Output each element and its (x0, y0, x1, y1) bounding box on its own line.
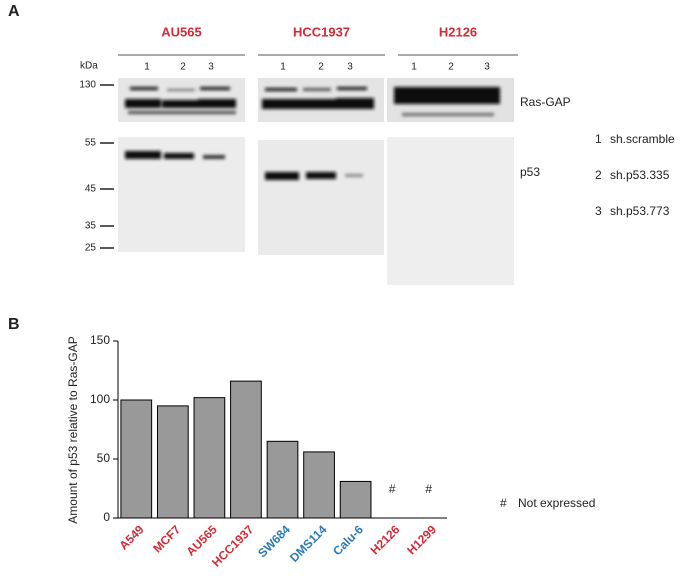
blot-images (118, 78, 514, 285)
x-tick-label: MCF7 (150, 522, 183, 555)
lane-number: 3 (208, 62, 214, 73)
lane-number: 2 (318, 62, 324, 73)
x-tick-label: H2126 (368, 522, 403, 557)
kda-label: kDa (80, 61, 98, 72)
lane-number: 2 (180, 62, 186, 73)
y-tick-label: 50 (97, 451, 111, 465)
marker-label: 55 (85, 138, 97, 149)
cell-line-label: HCC1937 (293, 24, 350, 39)
value-label: # (425, 482, 432, 496)
note-symbol: # (500, 496, 507, 510)
lane-number: 1 (411, 62, 417, 73)
marker-label: 45 (85, 184, 97, 195)
lane-number: 3 (484, 62, 490, 73)
legend-number: 1 (595, 132, 602, 146)
bar (266, 440, 299, 519)
x-tick-label: H1299 (404, 522, 439, 557)
x-tick-label: Calu-6 (330, 522, 366, 558)
y-tick-label: 150 (90, 333, 110, 347)
lane-number: 1 (144, 62, 150, 73)
bar (230, 380, 262, 519)
cell-line-label: H2126 (439, 24, 477, 39)
legend-number: 3 (595, 204, 602, 218)
bar (120, 399, 153, 519)
note-text: Not expressed (518, 496, 595, 510)
marker-label: 130 (79, 80, 96, 91)
blot-label: p53 (520, 165, 540, 179)
lane-number: 3 (347, 62, 353, 73)
panel-label: B (8, 316, 20, 333)
bar (193, 397, 226, 519)
legend-text: sh.scramble (610, 132, 675, 146)
y-tick-label: 0 (103, 510, 110, 524)
lane-number: 2 (448, 62, 454, 73)
legend-text: sh.p53.335 (610, 168, 670, 182)
panel-label: A (8, 3, 20, 20)
lane-number: 1 (280, 62, 286, 73)
marker-label: 35 (85, 221, 97, 232)
cell-line-label: AU565 (161, 24, 201, 39)
y-tick-label: 100 (90, 392, 110, 406)
y-axis-label: Amount of p53 relative to Ras-GAP (66, 336, 80, 523)
legend-number: 2 (595, 168, 602, 182)
bar (156, 405, 189, 519)
value-label: # (389, 482, 396, 496)
bar (303, 451, 335, 519)
legend-text: sh.p53.773 (610, 204, 670, 218)
bar (339, 480, 372, 519)
blot-label: Ras-GAP (520, 95, 571, 109)
marker-label: 25 (85, 243, 97, 254)
x-tick-label: DMS114 (287, 522, 330, 565)
x-tick-label: A549 (116, 522, 146, 552)
